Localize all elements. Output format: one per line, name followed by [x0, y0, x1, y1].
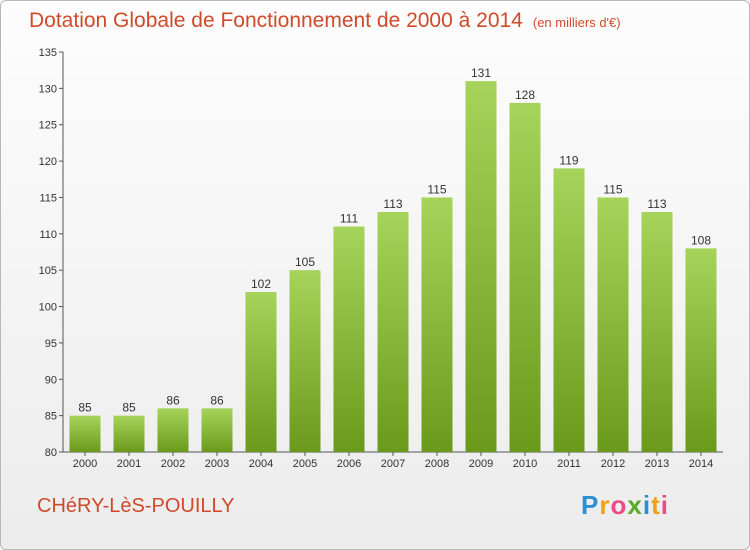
y-tick-label: 115: [39, 192, 57, 204]
bar-2000: [69, 415, 101, 452]
data-label-2011: 119: [559, 153, 578, 167]
data-label-2001: 85: [122, 401, 136, 415]
y-tick-label: 100: [39, 302, 57, 314]
x-tick-label-2007: 2007: [381, 458, 405, 470]
data-label-2012: 115: [603, 182, 622, 196]
x-tick-label-2014: 2014: [689, 458, 713, 470]
bar-2008: [421, 197, 453, 452]
y-tick-label: 135: [39, 47, 57, 59]
logo-letter: P: [581, 490, 600, 520]
bar-2010: [509, 102, 541, 452]
data-label-2013: 113: [647, 197, 666, 211]
x-tick-label-2010: 2010: [513, 458, 537, 470]
bar-2001: [113, 415, 145, 452]
data-label-2009: 131: [471, 66, 491, 80]
logo-letter: x: [627, 490, 643, 520]
chart-title: Dotation Globale de Fonctionnement de 20…: [29, 9, 621, 33]
x-tick-label-2009: 2009: [469, 458, 493, 470]
y-tick-label: 130: [39, 83, 57, 95]
x-tick-label-2004: 2004: [249, 458, 273, 470]
bar-2004: [245, 292, 277, 452]
bar-2011: [553, 168, 585, 452]
logo-letter: i: [660, 490, 669, 520]
x-tick-label-2011: 2011: [557, 458, 581, 470]
x-tick-label-2005: 2005: [293, 458, 317, 470]
bar-2014: [685, 248, 717, 452]
x-tick-label-2006: 2006: [337, 458, 361, 470]
data-labels: 85 85 86 86 102 105 111 113 115 131 128 119 115 113 10…: [78, 66, 711, 415]
y-tick-label: 90: [45, 374, 57, 386]
data-label-2004: 102: [251, 277, 271, 291]
y-tick-label: 80: [45, 447, 57, 459]
proxiti-logo: Proxiti: [581, 490, 669, 521]
logo-letter: t: [651, 490, 661, 520]
y-tick-label: 105: [39, 265, 57, 277]
bar-2002: [157, 408, 189, 452]
x-tick-label-2008: 2008: [425, 458, 449, 470]
data-label-2003: 86: [210, 393, 224, 407]
x-tick-label-2013: 2013: [645, 458, 669, 470]
bar-2012: [597, 197, 629, 452]
data-label-2005: 105: [295, 255, 315, 269]
x-tick-label-2001: 2001: [117, 458, 141, 470]
logo-letter: i: [642, 490, 652, 520]
commune-name: CHéRY-LèS-POUILLY: [37, 495, 235, 517]
data-label-2002: 86: [166, 393, 180, 407]
unit-label: (en milliers d'€): [532, 15, 621, 30]
bar-2005: [289, 270, 321, 452]
x-tick-label-2000: 2000: [73, 458, 97, 470]
chart-title-text: Dotation Globale de Fonctionnement de 20…: [29, 9, 523, 32]
data-label-2007: 113: [383, 197, 402, 211]
y-tick-label: 125: [39, 120, 57, 132]
x-tick-label-2012: 2012: [601, 458, 625, 470]
bar-2013: [641, 212, 673, 452]
x-axis: 2000 2001 2002 2003 2004 2005 2006 2007 2008 2009…: [63, 451, 723, 470]
data-label-2014: 108: [691, 233, 711, 247]
bar-2003: [201, 408, 233, 452]
data-label-2000: 85: [78, 401, 92, 415]
bar-2006: [333, 226, 365, 452]
data-label-2006: 111: [340, 212, 359, 226]
y-tick-label: 120: [39, 156, 57, 168]
y-tick-label: 110: [39, 229, 57, 241]
logo-letter: r: [599, 490, 611, 520]
y-tick-label: 95: [45, 338, 57, 350]
y-tick-label: 85: [45, 411, 57, 423]
x-tick-label-2003: 2003: [205, 458, 229, 470]
data-label-2010: 128: [515, 88, 535, 102]
bar-2009: [465, 81, 497, 452]
x-tick-label-2002: 2002: [161, 458, 185, 470]
bars: [69, 81, 717, 452]
data-label-2008: 115: [427, 182, 446, 196]
bar-2007: [377, 212, 409, 452]
y-axis: 80 85 90 95 100 105 110 115 120 125 130 135: [39, 47, 64, 459]
logo-letter: o: [610, 490, 628, 520]
